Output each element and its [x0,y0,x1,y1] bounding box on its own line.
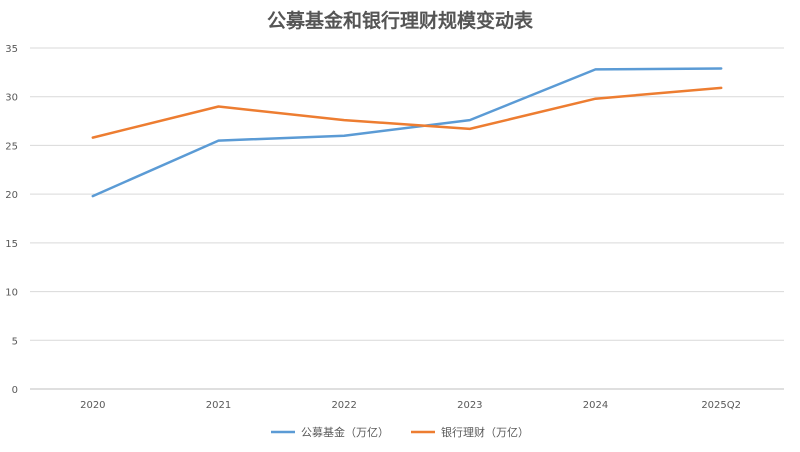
legend-label-0: 公募基金（万亿） [301,425,389,439]
y-tick-label: 35 [5,44,18,55]
y-tick-label: 15 [5,239,18,250]
legend: 公募基金（万亿） 银行理财（万亿） [271,425,529,439]
y-tick-label: 10 [5,288,18,299]
x-tick-label: 2025Q2 [701,400,741,411]
x-tick-label: 2021 [206,400,231,411]
y-axis-ticks: 0 5 10 15 20 25 30 35 [5,44,18,396]
y-tick-label: 30 [5,93,18,104]
x-tick-label: 2023 [457,400,482,411]
x-axis-ticks: 2020 2021 2022 2023 2024 2025Q2 [80,400,741,411]
series-line-0 [91,67,723,198]
gridlines [30,47,784,390]
y-tick-label: 20 [5,190,18,201]
y-tick-label: 25 [5,141,18,152]
y-tick-label: 0 [12,385,18,396]
x-tick-label: 2024 [583,400,608,411]
x-tick-label: 2022 [331,400,356,411]
chart-title: 公募基金和银行理财规模变动表 [267,9,534,32]
y-tick-label: 5 [12,336,18,347]
series-line-1 [91,86,723,139]
x-tick-label: 2020 [80,400,105,411]
series-lines [91,67,723,198]
legend-label-1: 银行理财（万亿） [441,425,529,439]
